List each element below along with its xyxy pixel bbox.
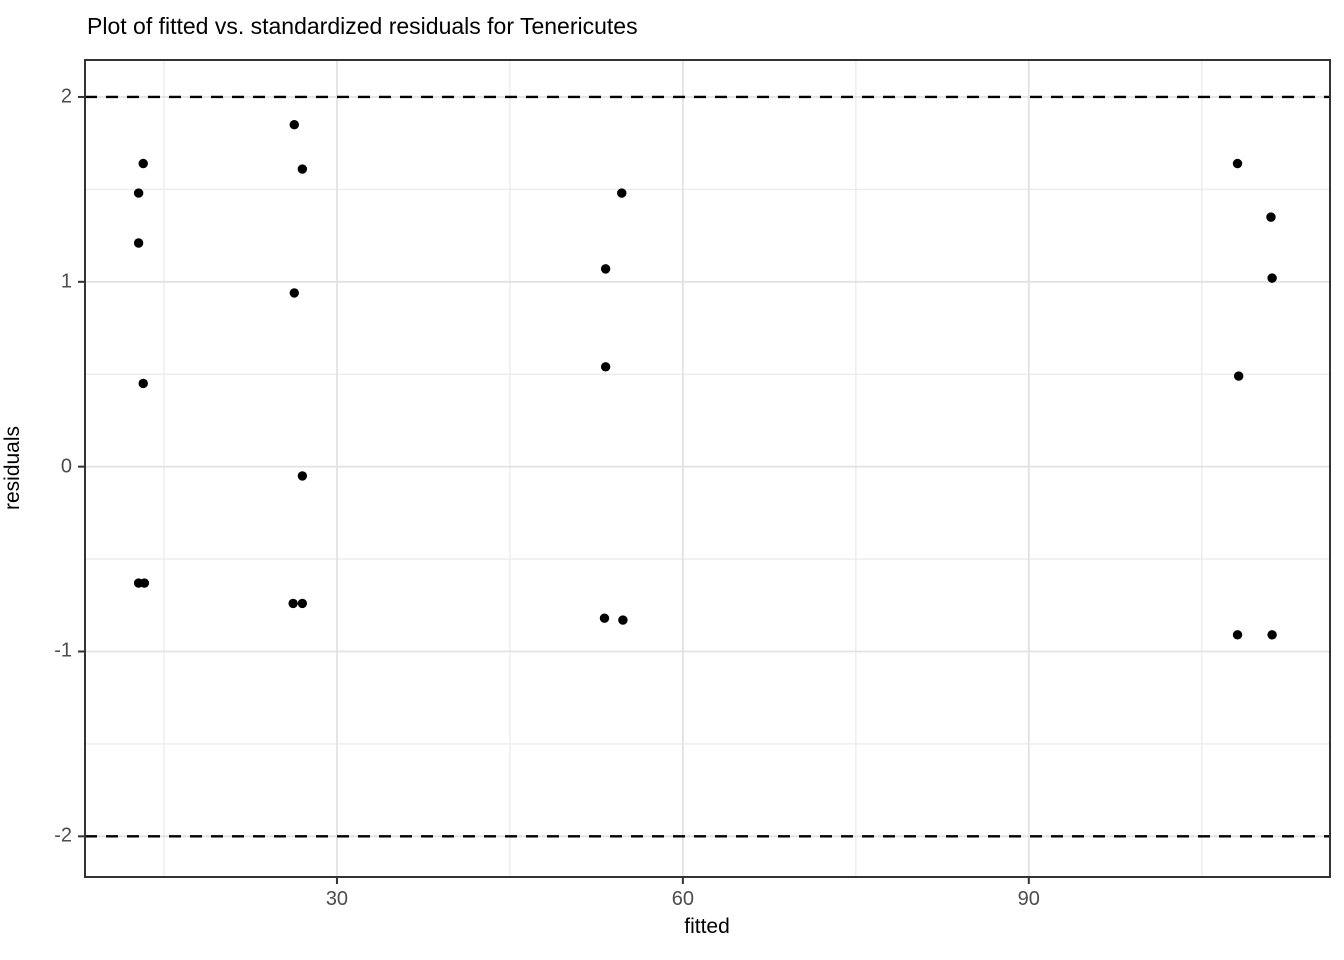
data-point [138,378,148,389]
data-point [289,119,299,130]
y-tick-label: 0 [60,455,72,478]
y-tick-label: -1 [54,639,72,662]
data-point [138,158,148,169]
x-tick-label: 30 [325,888,349,910]
data-point [600,264,611,274]
data-point [288,598,298,609]
data-point [1266,212,1276,222]
data-point [1232,630,1243,640]
data-point [600,362,611,372]
data-point [617,188,627,198]
panel-border [84,59,1331,878]
x-axis-title: fitted [684,915,730,938]
y-axis-title: residuals [1,425,24,511]
data-point [297,164,308,174]
data-point [289,288,299,298]
data-point [133,238,144,248]
data-point [1232,158,1243,169]
y-tick-label: -2 [54,824,72,847]
x-tick-label: 90 [1017,888,1040,910]
data-point [139,578,150,588]
data-point [599,613,610,623]
data-point [297,598,308,609]
data-point [1267,630,1277,640]
x-tick-label: 60 [671,888,694,910]
y-tick-label: 1 [60,270,72,293]
data-point [297,471,308,481]
data-point [618,615,628,625]
data-point [1233,371,1244,381]
y-tick-label: 2 [60,85,72,108]
data-point [1267,273,1277,283]
panel-background [85,60,1330,877]
plot-title: Plot of fitted vs. standardized residual… [87,13,638,39]
data-point [133,188,144,198]
